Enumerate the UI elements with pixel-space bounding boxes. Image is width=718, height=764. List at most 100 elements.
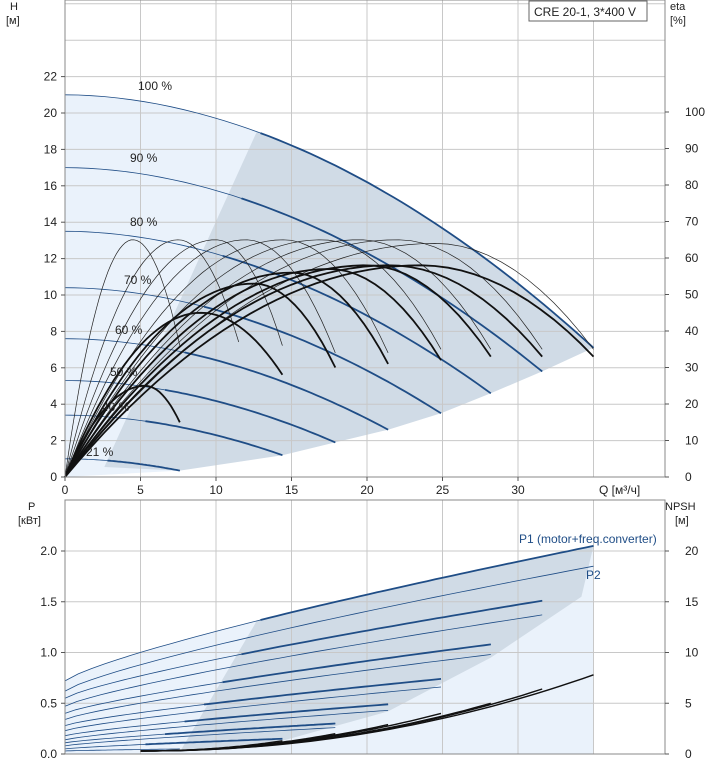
head-curve-50-pct (164, 389, 336, 444)
power-curve-thin (64, 614, 543, 707)
power-curve-bold (184, 703, 389, 723)
eta-tick-label: 0 (685, 470, 692, 484)
speed-label: 80 % (130, 215, 158, 229)
flow-tick-label: 0 (62, 483, 69, 497)
power-plot-frame (64, 499, 666, 755)
flow-tick-label: 5 (137, 483, 144, 497)
npsh-tick-label: 15 (685, 595, 699, 609)
efficiency-curve (64, 239, 283, 478)
title-box (528, 0, 648, 22)
head-curve-60-pct (184, 351, 389, 431)
npsh-tick-label: 10 (685, 646, 699, 660)
eta-axis-unit: [%] (670, 15, 686, 27)
flow-tick-label: 10 (209, 483, 223, 497)
eta-tick-label: 50 (685, 288, 699, 302)
power-curve-thin (64, 748, 180, 752)
eta-tick-label: 30 (685, 361, 699, 375)
legend-p2: P2 (586, 568, 601, 582)
speed-label: 21 % (86, 445, 114, 459)
npsh-tick-label: 5 (685, 696, 692, 710)
head-tick-label: 20 (44, 106, 58, 120)
head-axis-unit: [м] (6, 15, 20, 27)
eta-tick-label: 90 (685, 142, 699, 156)
eta-tick-label: 20 (685, 397, 699, 411)
head-tick-label: 2 (50, 434, 57, 448)
eta-tick-label: 40 (685, 324, 699, 338)
power-y-axis-ticks: 0.0 0.5 1.0 1.5 2.0 (40, 544, 65, 761)
eta-tick-label: 10 (685, 434, 699, 448)
flow-tick-label: 25 (436, 483, 450, 497)
head-operating-region (104, 131, 594, 471)
power-tick-label: 0.0 (40, 747, 57, 761)
speed-label: 60 % (115, 323, 143, 337)
efficiency-curves (64, 239, 595, 478)
head-curve-40-pct (145, 420, 283, 457)
efficiency-curve (64, 239, 336, 478)
power-tick-label: 0.5 (40, 696, 57, 710)
power-npsh-plot: 0.0 0.5 1.0 1.5 2.0 0 5 10 15 20 P [кВт] NPSH [м… (18, 499, 699, 761)
head-tick-label: 0 (50, 470, 57, 484)
power-operating-region (179, 545, 594, 752)
head-tick-label: 4 (50, 397, 57, 411)
speed-label: 70 % (124, 273, 152, 287)
power-grid (65, 500, 665, 754)
power-curve-thin (64, 686, 442, 732)
flow-tick-label: 15 (285, 483, 299, 497)
head-tick-label: 6 (50, 361, 57, 375)
head-curve-21-pct (107, 459, 180, 472)
flow-tick-label: 20 (360, 483, 374, 497)
power-curve-bold (222, 643, 491, 684)
efficiency-curve-bold (64, 282, 337, 478)
power-curve-bold (260, 545, 594, 621)
legend-p1: P1 (motor+freq.converter) (519, 532, 657, 546)
npsh-tick-label: 0 (685, 747, 692, 761)
flow-x-axis-ticks: 0 5 10 15 20 25 30 (62, 477, 525, 497)
efficiency-curve (64, 239, 389, 478)
power-curve-thin (64, 654, 491, 720)
efficiency-curve (64, 239, 181, 478)
efficiency-curve (64, 239, 492, 478)
power-curves (64, 545, 594, 752)
power-curve-bold (164, 722, 336, 735)
power-tick-label: 1.0 (40, 646, 57, 660)
power-curve-thin (64, 565, 594, 692)
flow-tick-label: 30 (511, 483, 525, 497)
flow-axis-label: Q [м³/ч] (599, 483, 640, 497)
power-axis-unit: [кВт] (18, 515, 41, 527)
npsh-curves (140, 674, 594, 752)
npsh-tick-label: 20 (685, 544, 699, 558)
head-tick-label: 8 (50, 324, 57, 338)
power-axis-name: P (28, 501, 35, 513)
efficiency-curve-bold (64, 264, 543, 478)
power-curve-thin (64, 727, 336, 747)
power-curve-bold (203, 678, 442, 706)
speed-label: 50 % (110, 365, 138, 379)
eta-tick-label: 60 (685, 251, 699, 265)
efficiency-curve-bold (64, 264, 595, 478)
head-curve-100-pct (260, 132, 595, 349)
power-operating-area (65, 545, 594, 754)
npsh-axis-ticks: 0 5 10 15 20 (665, 544, 699, 761)
head-grid (65, 0, 665, 477)
speed-label: 100 % (138, 79, 172, 93)
head-tick-label: 18 (44, 142, 58, 156)
head-axis-name: H (10, 1, 18, 13)
efficiency-curve-bold (64, 268, 442, 478)
head-curve-plot: 100 % 90 % 80 % 70 % 60 % 50 % 40 % 21 % 0 2 4 6 8 1… (6, 0, 705, 497)
chart-title: CRE 20-1, 3*400 V (534, 5, 636, 19)
speed-labels: 100 % 90 % 80 % 70 % 60 % 50 % 40 % 21 % (86, 79, 172, 459)
efficiency-curve (64, 239, 442, 478)
eta-axis-ticks: 0 10 20 30 40 50 60 70 80 90 100 (665, 105, 705, 484)
power-tick-label: 1.5 (40, 595, 57, 609)
head-tick-label: 14 (44, 215, 58, 229)
head-y-axis-ticks: 0 2 4 6 8 10 12 14 16 18 20 22 (44, 70, 65, 484)
npsh-axis-name: NPSH (665, 501, 696, 513)
npsh-curve (140, 740, 283, 752)
speed-label: 90 % (130, 151, 158, 165)
head-plot-frame (64, 0, 666, 478)
head-tick-label: 22 (44, 70, 58, 84)
head-tick-label: 10 (44, 288, 58, 302)
eta-axis-name: eta (670, 1, 686, 13)
speed-label: 40 % (102, 400, 130, 414)
